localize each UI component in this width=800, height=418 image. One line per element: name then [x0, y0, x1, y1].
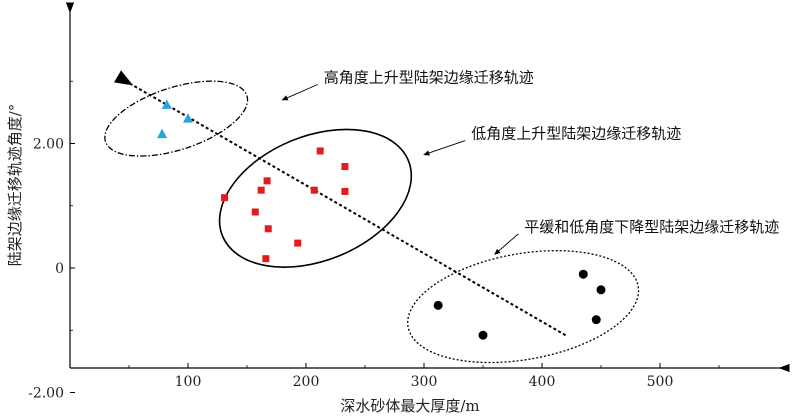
x-tick-label: 400 [529, 374, 556, 390]
group-leader-arrow [281, 84, 318, 101]
data-point-square [294, 239, 302, 247]
x-axis-title: 深水砂体最大厚度/m [340, 397, 479, 415]
data-point-square [316, 147, 324, 155]
group-label: 平缓和低角度下降型陆架边缘迁移轨迹 [524, 218, 779, 236]
x-tick-label: 300 [411, 374, 438, 390]
data-point-square [341, 187, 349, 195]
data-point-square [251, 208, 259, 216]
data-point-triangle [157, 128, 168, 139]
group-ellipses [104, 80, 640, 364]
group-ellipse [218, 128, 413, 268]
trend-arrow [114, 70, 567, 337]
data-point-square [263, 177, 271, 185]
x-tick-label: 200 [293, 374, 320, 390]
trend-arrow-line [114, 70, 567, 337]
data-point-square [310, 186, 318, 194]
group-ellipse [407, 250, 640, 364]
data-point-circle [478, 330, 488, 340]
data-point-triangle [161, 99, 172, 109]
data-point-square [262, 255, 270, 263]
x-tick-label: 500 [647, 374, 674, 390]
data-point-circle [578, 269, 588, 279]
annotations: 高角度上升型陆架边缘迁移轨迹低角度上升型陆架边缘迁移轨迹平缓和低角度下降型陆架边… [281, 68, 779, 255]
axes: 100 200 300 400 500 2.00 0 -2.00 深水砂体最大厚度/m 陆架边缘迁… [6, 2, 790, 415]
group-ellipse [104, 80, 249, 157]
data-point-circle [591, 315, 601, 325]
data-point-triangle [183, 113, 193, 123]
y-tick-label: 2.00 [33, 137, 64, 153]
data-point-circle [433, 300, 443, 310]
y-axis-title: 陆架边缘迁移轨迹角度/° [6, 104, 24, 267]
data-point-square [341, 163, 349, 171]
y-tick-label: -2.00 [28, 386, 64, 402]
group-leader-arrow [494, 233, 519, 255]
x-tick-label: 100 [175, 374, 202, 390]
data-point-square [264, 225, 272, 233]
group-leader-arrow [423, 140, 466, 156]
data-point-square [257, 186, 265, 194]
y-tick-label: 0 [55, 261, 64, 277]
group-label: 高角度上升型陆架边缘迁移轨迹 [324, 68, 534, 86]
group-label: 低角度上升型陆架边缘迁移轨迹 [471, 125, 681, 143]
data-points [157, 99, 606, 340]
data-point-square [221, 194, 229, 202]
data-point-circle [596, 285, 606, 295]
